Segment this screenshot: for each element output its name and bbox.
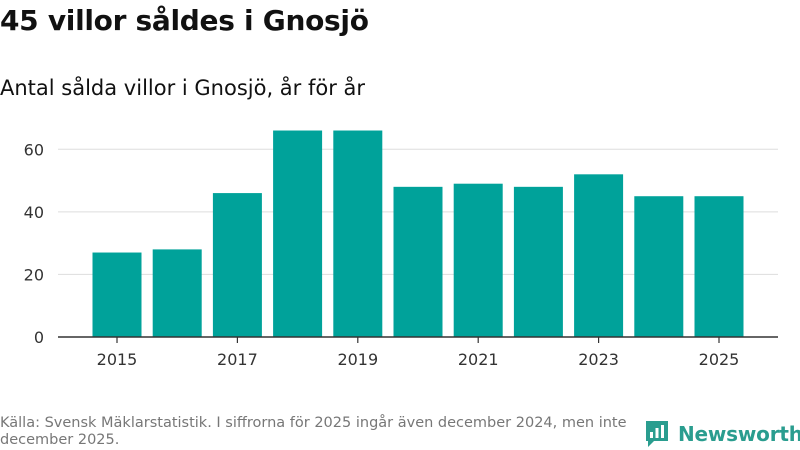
bar-2016 — [152, 249, 202, 337]
source-note: Källa: Svensk Mäklarstatistik. I siffror… — [0, 415, 627, 448]
bar-chart: 0 20 40 60 2015 2017 2019 2021 2023 2025 — [24, 130, 778, 369]
x-tick-label: 2023 — [578, 350, 619, 369]
brand-name: Newsworthy — [678, 422, 800, 446]
bar-2015 — [92, 252, 142, 337]
x-tick-label: 2017 — [217, 350, 258, 369]
bar-2018 — [273, 130, 323, 337]
x-axis-ticks: 2015 2017 2019 2021 2023 2025 — [97, 337, 740, 369]
chart-subtitle: Antal sålda villor i Gnosjö, år för år — [0, 76, 366, 100]
newsworthy-logo: Newsworthy — [644, 419, 800, 449]
bar-2023 — [574, 174, 624, 337]
chart-title: 45 villor såldes i Gnosjö — [0, 4, 369, 37]
y-axis-ticks: 0 20 40 60 — [24, 140, 44, 347]
y-tick-label: 0 — [34, 328, 44, 347]
bars — [92, 130, 744, 337]
x-tick-label: 2019 — [337, 350, 378, 369]
x-tick-label: 2025 — [699, 350, 740, 369]
bar-2020 — [393, 186, 443, 337]
bar-2021 — [453, 183, 503, 337]
bar-2025 — [694, 196, 744, 337]
y-tick-label: 60 — [24, 140, 44, 159]
bar-2022 — [513, 186, 563, 337]
bar-2024 — [634, 196, 684, 337]
bar-2017 — [212, 193, 262, 337]
newsworthy-icon — [646, 421, 668, 447]
x-tick-label: 2021 — [458, 350, 499, 369]
y-tick-label: 20 — [24, 265, 44, 284]
x-tick-label: 2015 — [97, 350, 138, 369]
y-tick-label: 40 — [24, 203, 44, 222]
bar-2019 — [333, 130, 383, 337]
